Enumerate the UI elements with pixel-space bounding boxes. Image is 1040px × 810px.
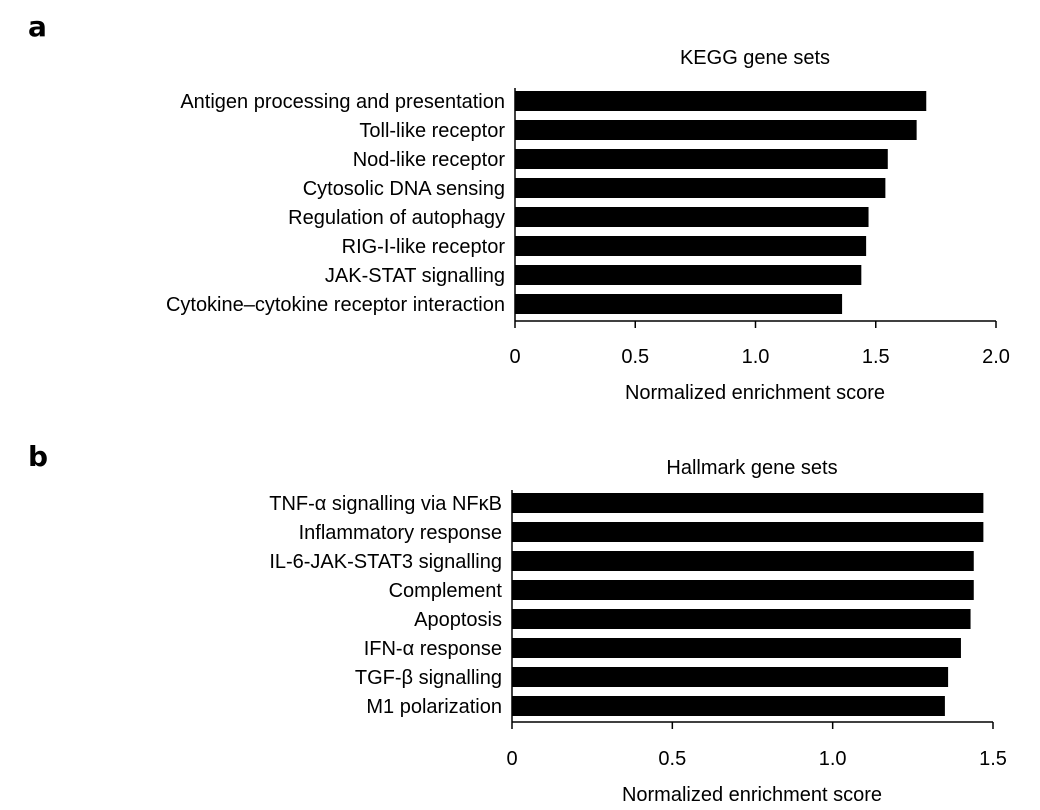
panel-a-category-label: Nod-like receptor (353, 149, 506, 171)
panel-a-x-tick-label: 1.0 (742, 346, 770, 368)
panel-b-category-label: M1 polarization (366, 696, 502, 718)
panel-a: a KEGG gene sets Antigen processing and … (28, 10, 1010, 404)
panel-b-x-axis: 0 0.5 1.0 1.5 (506, 490, 1007, 770)
panel-b-category-labels: TNF-α signalling via NFκB Inflammatory re… (269, 493, 502, 718)
panel-b-bar (512, 493, 984, 513)
panel-b-title: Hallmark gene sets (666, 457, 837, 479)
panel-b-category-label: IL-6-JAK-STAT3 signalling (269, 551, 502, 573)
panel-a-x-tick-label: 2.0 (982, 346, 1010, 368)
panel-b-x-tick-label: 1.0 (819, 748, 847, 770)
panel-a-bar (515, 178, 886, 198)
panel-b-bar (512, 551, 974, 571)
panel-a-x-tick-label: 1.5 (862, 346, 890, 368)
panel-b-category-label: Apoptosis (414, 609, 502, 631)
panel-b-bar (512, 522, 984, 542)
panel-a-bar (515, 149, 888, 169)
panel-b-x-axis-label: Normalized enrichment score (622, 784, 882, 806)
panel-a-category-label: Cytokine–cytokine receptor interaction (166, 294, 505, 316)
panel-b-bars (512, 493, 984, 716)
panel-a-title: KEGG gene sets (680, 47, 830, 69)
panel-b-bar (512, 580, 974, 600)
panel-a-category-labels: Antigen processing and presentation Toll-… (166, 91, 505, 316)
panel-a-category-label: JAK-STAT signalling (325, 265, 505, 287)
panel-a-bar (515, 294, 843, 314)
panel-b-bar (512, 667, 949, 687)
panel-b: b Hallmark gene sets TNF-α signalling vi… (28, 440, 1007, 806)
panel-b-category-label: TNF-α signalling via NFκB (269, 493, 502, 515)
panel-a-category-label: Regulation of autophagy (288, 207, 505, 229)
panel-b-x-tick-label: 0 (506, 748, 517, 770)
panel-a-x-axis-label: Normalized enrichment score (625, 382, 885, 404)
panel-a-bar (515, 207, 869, 227)
panel-b-bar (512, 638, 961, 658)
panel-a-bar (515, 236, 867, 256)
panel-a-category-label: Antigen processing and presentation (180, 91, 505, 113)
panel-b-bar (512, 696, 945, 716)
panel-b-category-label: IFN-α response (364, 638, 502, 660)
panel-a-x-tick-label: 0.5 (621, 346, 649, 368)
panel-a-category-label: Cytosolic DNA sensing (303, 178, 505, 200)
panel-a-label: a (28, 10, 47, 43)
panel-b-x-tick-label: 0.5 (658, 748, 686, 770)
panel-b-bar (512, 609, 971, 629)
panel-a-bar (515, 91, 927, 111)
panel-a-bar (515, 120, 917, 140)
panel-b-label: b (28, 440, 48, 473)
panel-a-bars (515, 91, 927, 314)
panel-a-x-axis: 0 0.5 1.0 1.5 2.0 (509, 88, 1010, 368)
panel-a-x-tick-label: 0 (509, 346, 520, 368)
panel-b-x-tick-label: 1.5 (979, 748, 1007, 770)
panel-b-category-label: TGF-β signalling (355, 667, 502, 689)
panel-a-bar (515, 265, 862, 285)
panel-b-category-label: Inflammatory response (299, 522, 502, 544)
panel-a-category-label: RIG-I-like receptor (342, 236, 506, 258)
panel-a-category-label: Toll-like receptor (359, 120, 505, 142)
panel-b-category-label: Complement (389, 580, 503, 602)
